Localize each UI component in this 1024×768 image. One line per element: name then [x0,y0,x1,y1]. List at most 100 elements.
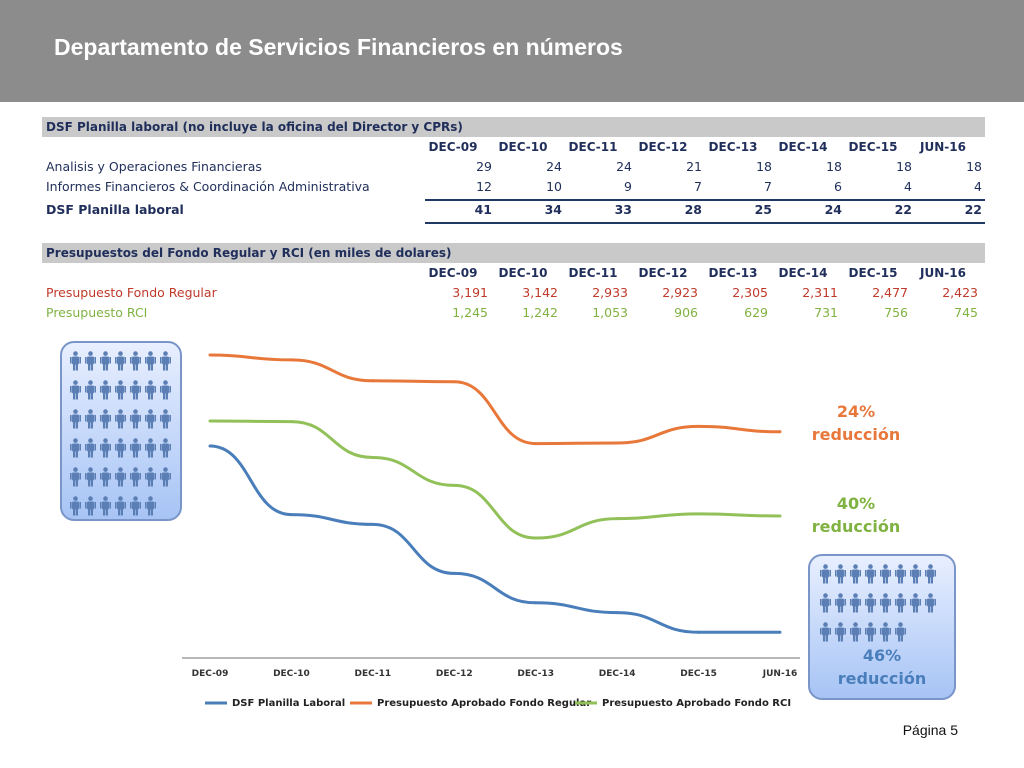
data-point [371,455,375,459]
person-icon [850,622,861,642]
person-icon [895,593,906,613]
page-number: Página 5 [902,722,958,738]
col-header: DEC-09 [428,140,478,154]
table-total-row: DSF Planilla laboral 41 34 33 28 25 24 2… [42,200,985,220]
cell: 4 [904,179,912,194]
person-icon [100,467,111,487]
person-icon [880,593,891,613]
person-icon [865,593,876,613]
person-icon [160,351,171,371]
person-icon [85,438,96,458]
person-icon [100,380,111,400]
cell: 2,305 [732,285,768,300]
data-point [208,444,212,448]
col-header: DEC-12 [638,140,688,154]
data-point [615,517,619,521]
person-icon [145,409,156,429]
col-header: DEC-11 [568,140,618,154]
cell: 24 [616,159,632,174]
legend-label: Presupuesto Aprobado Fondo Regular [377,698,591,709]
row-label: Informes Financieros & Coordinación Admi… [46,179,370,194]
cell: 12 [476,179,492,194]
row-label: Presupuesto Fondo Regular [46,285,217,300]
data-point [208,353,212,357]
reduction-pct: 46% [862,646,902,665]
cell: 7 [694,179,702,194]
person-icon [70,467,81,487]
person-icon [70,438,81,458]
total-separator [425,199,985,201]
cell: 24 [824,202,842,217]
slide-title: Departamento de Servicios Financieros en… [54,34,623,60]
person-icon [820,593,831,613]
cell: 3,191 [452,285,488,300]
person-icon [70,351,81,371]
person-icon [100,409,111,429]
person-icon [880,564,891,584]
cell: 6 [834,179,842,194]
person-icon [70,409,81,429]
person-icon [160,467,171,487]
x-tick-label: DEC-11 [355,669,392,679]
staff-people-box-2016: 46% reducción [808,554,956,700]
person-icon [145,467,156,487]
cell: 2,311 [802,285,838,300]
cell: 7 [764,179,772,194]
cell: 1,242 [522,305,558,320]
col-header: DEC-11 [568,266,618,280]
table-row: Analisis y Operaciones Financieras 29 24… [42,157,985,177]
person-icon [925,593,936,613]
data-point [289,513,293,517]
person-icon [835,622,846,642]
staff-table-title: DSF Planilla laboral (no incluye la ofic… [42,117,985,137]
person-icon [895,564,906,584]
cell: 29 [476,159,492,174]
budget-table: Presupuestos del Fondo Regular y RCI (en… [42,243,985,323]
staff-people-box-2009 [60,341,182,521]
data-point [452,571,456,575]
cell: 24 [546,159,562,174]
x-tick-label: DEC-10 [273,669,310,679]
person-icon [835,564,846,584]
row-label: Presupuesto RCI [46,305,148,320]
cell: 18 [826,159,842,174]
legend-label: DSF Planilla Laboral [232,698,345,709]
data-point [371,522,375,526]
row-label: Analisis y Operaciones Financieras [46,159,262,174]
person-icon [895,622,906,642]
cell: 3,142 [522,285,558,300]
data-point [697,630,701,634]
person-icon [160,438,171,458]
cell: 28 [684,202,702,217]
person-icon [925,564,936,584]
cell: 21 [686,159,702,174]
person-icon [130,380,141,400]
staff-reduction-note: 46% reducción [810,644,954,690]
series-line [209,444,780,634]
reduction-pct: 24% [836,402,876,421]
col-header: DEC-10 [498,140,548,154]
col-header: DEC-14 [778,266,828,280]
cell: 22 [964,202,982,217]
cell: 10 [546,179,562,194]
reduction-pct: 40% [836,494,876,513]
person-icon [865,564,876,584]
cell: 1,245 [452,305,488,320]
total-underline [425,222,985,224]
staff-table-header: DEC-09 DEC-10 DEC-11 DEC-12 DEC-13 DEC-1… [42,137,985,157]
x-tick-label: DEC-14 [599,669,636,679]
person-icon [820,622,831,642]
col-header: DEC-13 [708,266,758,280]
cell: 906 [674,305,698,320]
person-icon [115,438,126,458]
person-icon [130,438,141,458]
person-icon [100,438,111,458]
person-icon [85,467,96,487]
cell: 4 [974,179,982,194]
person-icon [880,622,891,642]
x-tick-label: JUN-16 [762,669,797,679]
person-icon [850,593,861,613]
budget-table-title: Presupuestos del Fondo Regular y RCI (en… [42,243,985,263]
person-icon [130,467,141,487]
data-point [778,630,782,634]
